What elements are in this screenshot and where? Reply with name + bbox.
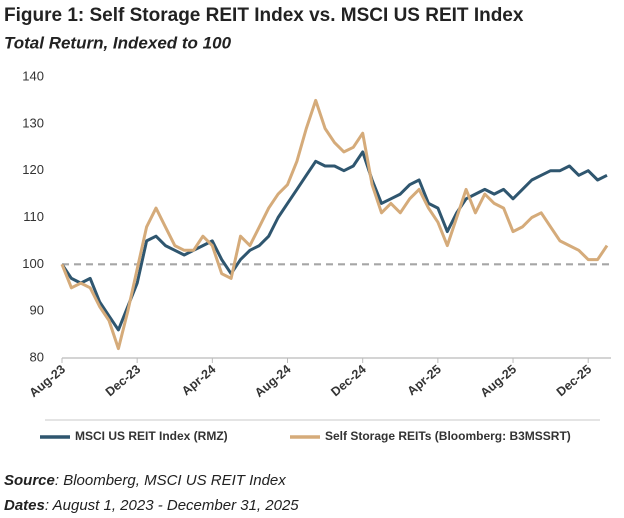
x-tick-label: Aug-23 (27, 362, 68, 400)
x-tick-label: Aug-25 (478, 362, 519, 400)
y-tick-label: 120 (22, 162, 44, 177)
x-tick-label: Apr-25 (405, 362, 444, 398)
y-tick-label: 100 (22, 256, 44, 271)
chart-subtitle: Total Return, Indexed to 100 (4, 33, 232, 52)
x-tick-label: Dec-24 (328, 362, 368, 399)
dates-text: : August 1, 2023 - December 31, 2025 (45, 497, 299, 514)
dates-label: Dates (4, 497, 45, 514)
y-tick-label: 80 (30, 349, 44, 364)
source-text: : Bloomberg, MSCI US REIT Index (55, 472, 286, 489)
x-tick-label: Dec-25 (554, 362, 594, 399)
series-line (60, 98, 609, 351)
source-note: Source: Bloomberg, MSCI US REIT Index (4, 472, 286, 489)
x-tick-label: Dec-23 (103, 362, 143, 399)
legend-label: MSCI US REIT Index (RMZ) (75, 429, 228, 443)
x-tick-label: Aug-24 (252, 362, 293, 400)
x-tick-label: Apr-24 (179, 362, 218, 398)
y-tick-label: 110 (23, 209, 44, 224)
y-tick-label: 140 (22, 68, 44, 83)
y-tick-label: 90 (30, 303, 44, 318)
y-tick-label: 130 (22, 115, 44, 130)
legend-label: Self Storage REITs (Bloomberg: B3MSSRT) (325, 429, 571, 443)
chart-title: Figure 1: Self Storage REIT Index vs. MS… (4, 5, 524, 26)
source-label: Source (4, 472, 55, 489)
dates-note: Dates: August 1, 2023 - December 31, 202… (4, 497, 299, 514)
series-line (60, 150, 608, 332)
